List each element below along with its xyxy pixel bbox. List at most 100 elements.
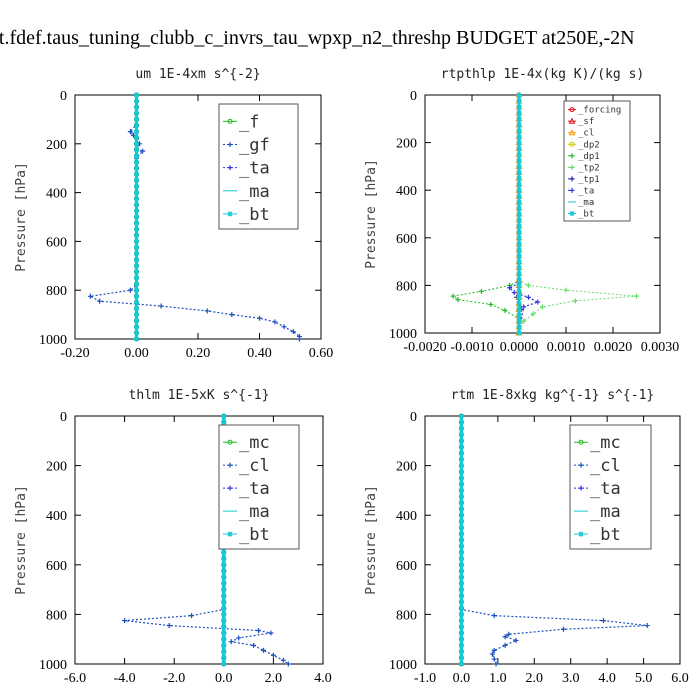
series-point xyxy=(458,636,464,642)
legend-marker xyxy=(578,462,584,468)
series-point xyxy=(134,257,139,263)
series-bt xyxy=(134,92,139,342)
x-tick-label: 0.0000 xyxy=(500,340,539,355)
series-point xyxy=(516,312,522,318)
legend-marker xyxy=(569,107,575,113)
legend-label: _ta xyxy=(239,479,270,499)
series-point xyxy=(270,652,276,658)
legend-marker xyxy=(227,142,233,148)
series-line xyxy=(518,95,637,334)
legend-marker xyxy=(227,118,233,124)
chart-panel-1: um 1E-4xm s^{-2} Pressure [hPa] -0.20 0.00 0… xyxy=(14,67,333,361)
legend-label: _tp1 xyxy=(578,175,600,185)
series-point xyxy=(458,525,464,531)
series-point xyxy=(563,287,569,293)
series-point xyxy=(221,655,227,661)
series-point xyxy=(489,651,495,657)
legend-box xyxy=(218,424,300,550)
legend-label: _cl xyxy=(239,456,270,476)
series-point xyxy=(134,232,139,238)
legend-entry: _cl xyxy=(223,456,270,476)
y-tick-label: 1000 xyxy=(389,327,417,342)
y-tick-label: 1000 xyxy=(39,333,67,348)
legend-marker xyxy=(227,485,233,491)
legend-marker xyxy=(578,531,584,537)
legend-marker xyxy=(568,117,576,124)
series-point xyxy=(122,618,128,624)
series-point xyxy=(458,456,464,462)
y-tick-label: 200 xyxy=(396,137,417,152)
series-point xyxy=(236,635,242,641)
series-point xyxy=(516,110,522,116)
y-tick-label: 600 xyxy=(396,559,417,574)
series-point xyxy=(134,251,139,257)
series-point xyxy=(458,518,464,524)
legend-entry: _ma xyxy=(568,198,594,208)
series-point xyxy=(221,580,227,586)
y-tick-label: 400 xyxy=(46,187,67,202)
legend-box xyxy=(569,424,652,550)
series-point xyxy=(134,318,139,324)
series-point xyxy=(221,624,227,630)
series-point xyxy=(134,184,139,189)
series-point xyxy=(525,282,531,288)
legend-marker xyxy=(578,485,584,491)
x-tick-label: 0.0010 xyxy=(547,340,586,355)
series-point xyxy=(516,211,522,217)
series-point xyxy=(521,304,527,310)
series-bt xyxy=(516,92,522,336)
series-cl xyxy=(458,413,650,667)
series-point xyxy=(272,319,278,325)
panel-title: rtpthlp 1E-4x(kg K)/(kg s) xyxy=(441,67,645,82)
series-point xyxy=(134,220,139,226)
x-tick-label: 0.0030 xyxy=(641,340,680,355)
series-point xyxy=(516,134,522,140)
series-point xyxy=(458,661,464,667)
y-tick-label: 400 xyxy=(396,509,417,524)
legend-label: _f xyxy=(239,112,259,132)
series-point xyxy=(516,152,522,157)
series-point xyxy=(458,500,464,506)
series-point xyxy=(134,116,139,122)
x-tick-label: -0.0020 xyxy=(403,340,446,355)
legend: _mc _cl _ta _ma _bt xyxy=(218,424,300,550)
series-point xyxy=(134,196,139,202)
series-point xyxy=(127,129,133,135)
legend-marker xyxy=(227,462,233,468)
series-point xyxy=(221,642,227,648)
series-point xyxy=(516,157,522,163)
legend-entry: _forcing xyxy=(568,106,621,116)
series-point xyxy=(134,336,139,342)
series-bt xyxy=(458,413,464,667)
series-point xyxy=(134,129,139,135)
legend-marker xyxy=(227,439,233,445)
x-tick-label: 4.0 xyxy=(314,671,332,686)
series-point xyxy=(458,531,464,537)
x-tick-label: 0.20 xyxy=(186,346,211,361)
series-point xyxy=(134,330,139,336)
series-point xyxy=(134,275,139,281)
series-line xyxy=(460,416,648,665)
x-tick-label: -2.0 xyxy=(163,671,185,686)
series-point xyxy=(166,623,172,629)
series-point xyxy=(134,159,139,165)
series-point xyxy=(458,438,464,444)
series-line xyxy=(124,416,289,665)
series-point xyxy=(134,135,139,141)
series-point xyxy=(506,631,512,637)
legend: _f _gf _ta _ma _bt xyxy=(218,103,299,230)
panel-title: um 1E-4xm s^{-2} xyxy=(135,67,260,82)
series-point xyxy=(204,308,210,314)
y-tick-label: 0 xyxy=(410,410,417,425)
series-point xyxy=(221,587,227,593)
series-point xyxy=(285,661,291,667)
series-point xyxy=(516,265,522,271)
series-point xyxy=(189,613,195,619)
series-point xyxy=(458,562,464,568)
series-point xyxy=(97,298,103,304)
series-point xyxy=(221,419,227,425)
legend-entry: _tp2 xyxy=(568,163,600,173)
series-point xyxy=(525,294,531,300)
series-point xyxy=(296,336,302,342)
